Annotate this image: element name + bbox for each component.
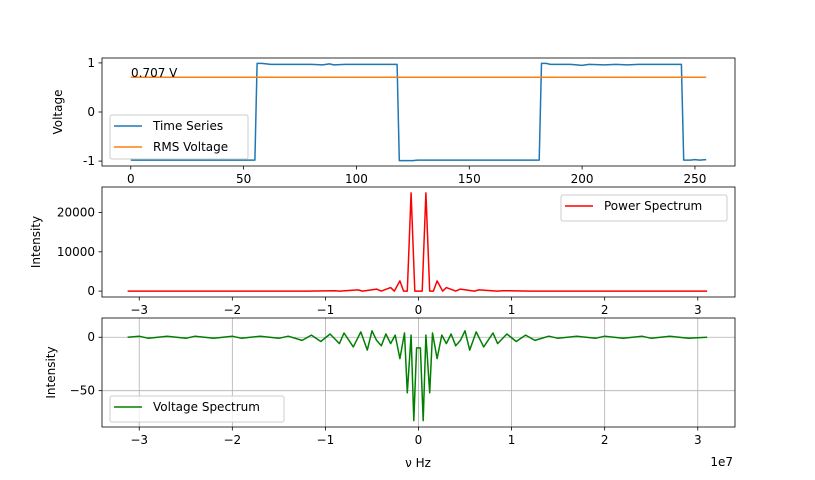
x-tick-label: −1: [317, 303, 335, 317]
y-tick-label: 20000: [57, 206, 95, 220]
legend-label: Voltage Spectrum: [153, 400, 260, 414]
x-tick-label: −3: [130, 303, 148, 317]
x-tick-label: 0: [415, 303, 423, 317]
x-tick-label: −3: [130, 433, 148, 447]
legend-box: [109, 114, 249, 160]
x-tick-label: 200: [571, 172, 594, 186]
x-tick-label: 3: [694, 303, 702, 317]
power-spectrum-panel: −3 −2 −1 0 1 2 3 0 10000 20000 Intensity Power Spe…: [29, 186, 736, 317]
legend-label: RMS Voltage: [153, 140, 228, 154]
x-tick-label: 100: [345, 172, 368, 186]
voltage-spectrum-panel: −3 −2 −1 0 1 2 3 −50 0 Intensity Voltage Spectrum…: [44, 317, 736, 470]
y-axis-title: Intensity: [29, 216, 43, 268]
legend-label: Time Series: [152, 119, 223, 133]
y-tick-label: 0: [87, 284, 95, 298]
x-tick-label: 250: [683, 172, 706, 186]
legend-box: [560, 194, 728, 222]
x-tick-label: 150: [458, 172, 481, 186]
y-axis-title: Voltage: [51, 89, 65, 134]
time-series-panel: 0 50 100 150 200 250 -1 0 1 Voltage 0.707 V Time …: [51, 56, 736, 186]
x-tick-label: 2: [601, 303, 609, 317]
time-series-line: [130, 62, 707, 162]
rms-annotation: 0.707 V: [131, 66, 178, 80]
x-tick-label: 3: [694, 433, 702, 447]
x-tick-label: 50: [236, 172, 251, 186]
y-tick-label: 10000: [57, 245, 95, 259]
x-tick-label: −1: [317, 433, 335, 447]
y-tick-label: 1: [87, 56, 95, 70]
x-tick-label: 0: [127, 172, 135, 186]
x-offset-label: 1e7: [710, 455, 733, 469]
y-tick-label: -1: [83, 154, 95, 168]
voltage-spectrum-line: [127, 330, 708, 422]
x-tick-label: 0: [415, 433, 423, 447]
legend-label: Power Spectrum: [604, 199, 702, 213]
y-tick-label: −50: [70, 384, 95, 398]
y-axis-title: Intensity: [44, 346, 58, 398]
x-tick-label: −2: [223, 303, 241, 317]
x-tick-label: −2: [223, 433, 241, 447]
power-spectrum-line: [127, 192, 708, 292]
x-tick-label: 2: [601, 433, 609, 447]
x-tick-label: 1: [508, 303, 516, 317]
y-tick-label: 0: [87, 330, 95, 344]
legend-box: [109, 395, 285, 423]
y-tick-label: 0: [87, 105, 95, 119]
x-axis-title: ν Hz: [405, 456, 431, 470]
x-tick-label: 1: [508, 433, 516, 447]
